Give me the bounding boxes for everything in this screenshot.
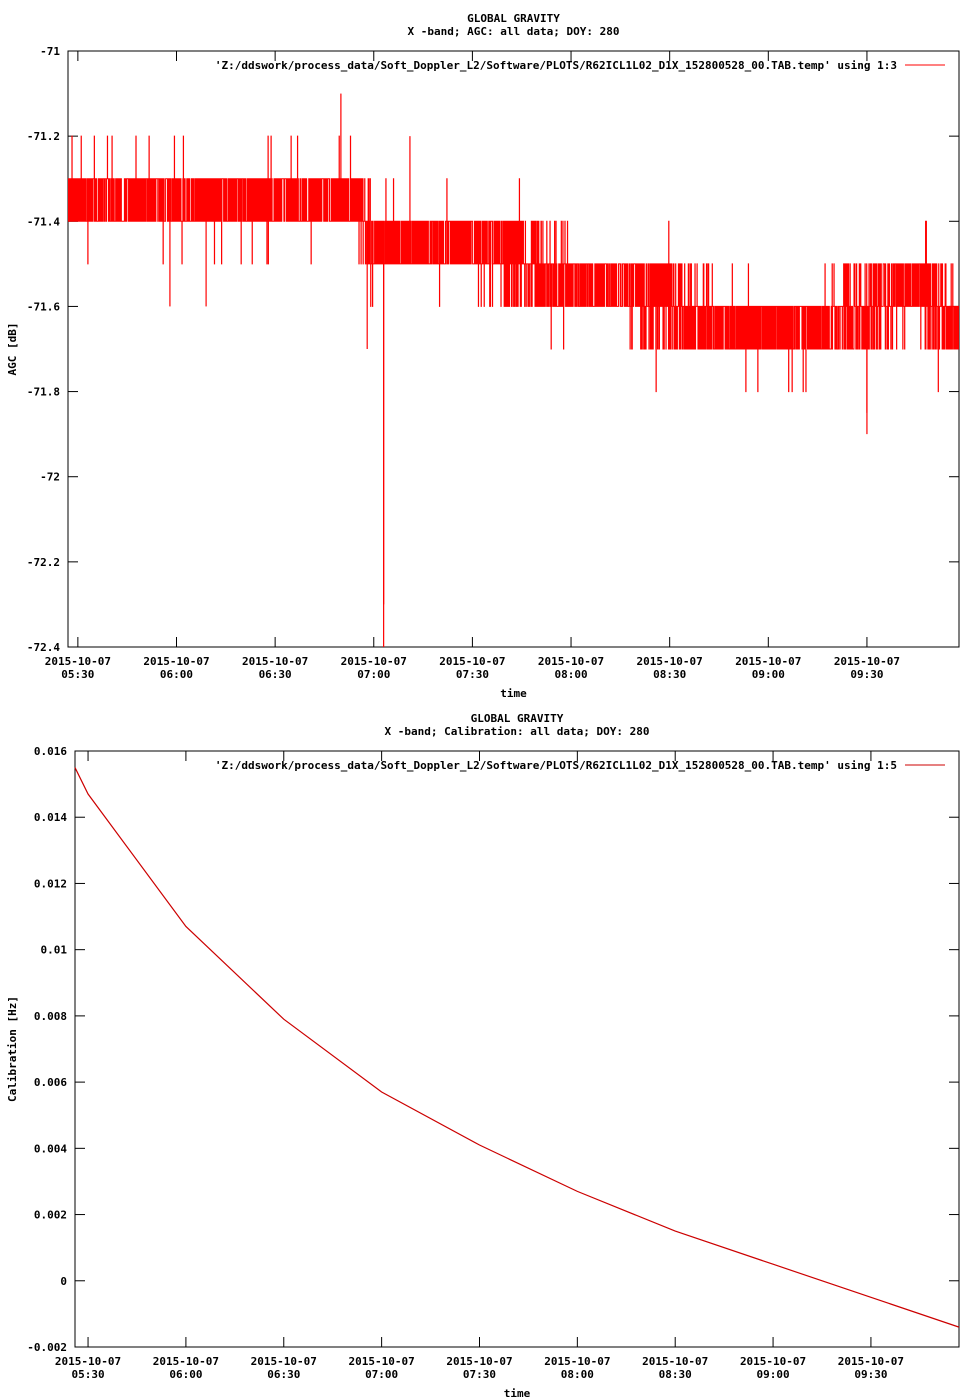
- x-tick-label-date: 2015-10-07: [439, 655, 505, 668]
- x-tick-label-time: 06:00: [169, 1368, 202, 1381]
- x-tick-label-date: 2015-10-07: [153, 1355, 219, 1368]
- y-tick-label: 0.008: [34, 1010, 67, 1023]
- plot-frame: [74, 750, 960, 1348]
- legend-label: 'Z:/ddswork/process_data/Soft_Doppler_L2…: [215, 59, 897, 72]
- x-tick-label-time: 09:30: [854, 1368, 887, 1381]
- x-tick-label-time: 08:00: [554, 668, 587, 681]
- y-tick-label: 0.012: [34, 877, 67, 890]
- y-tick-label: 0.004: [34, 1142, 67, 1155]
- x-tick-label-date: 2015-10-07: [251, 1355, 317, 1368]
- x-tick-label-time: 09:00: [752, 668, 785, 681]
- x-axis-label: time: [500, 687, 527, 700]
- x-tick-label-time: 06:00: [160, 668, 193, 681]
- y-tick-label: 0.014: [34, 811, 67, 824]
- y-axis-label: AGC [dB]: [6, 323, 19, 376]
- x-tick-label-time: 08:30: [659, 1368, 692, 1381]
- x-tick-label-date: 2015-10-07: [642, 1355, 708, 1368]
- x-tick-label-date: 2015-10-07: [834, 655, 900, 668]
- x-tick-label-time: 05:30: [71, 1368, 104, 1381]
- x-tick-label-date: 2015-10-07: [838, 1355, 904, 1368]
- x-tick-label-time: 06:30: [267, 1368, 300, 1381]
- x-tick-label-time: 08:30: [653, 668, 686, 681]
- x-tick-label-date: 2015-10-07: [45, 655, 111, 668]
- series-line: [74, 767, 960, 1328]
- x-tick-label-time: 07:30: [456, 668, 489, 681]
- x-tick-label-date: 2015-10-07: [637, 655, 703, 668]
- y-tick-label: -72.2: [27, 556, 60, 569]
- x-tick-label-date: 2015-10-07: [242, 655, 308, 668]
- y-tick-label: -72: [40, 471, 60, 484]
- y-tick-label: -71.8: [27, 386, 60, 399]
- x-tick-label-time: 06:30: [259, 668, 292, 681]
- x-tick-label-time: 08:00: [561, 1368, 594, 1381]
- x-tick-label-date: 2015-10-07: [446, 1355, 512, 1368]
- chart-subtitle: X -band; AGC: all data; DOY: 280: [408, 25, 620, 38]
- y-tick-label: 0: [60, 1275, 67, 1288]
- x-tick-label-time: 07:00: [365, 1368, 398, 1381]
- y-axis-label: Calibration [Hz]: [6, 996, 19, 1102]
- y-tick-label: -71.6: [27, 300, 60, 313]
- y-tick-label: 0.006: [34, 1076, 67, 1089]
- x-tick-label-time: 05:30: [61, 668, 94, 681]
- plot-frame: [67, 50, 960, 648]
- x-tick-label-date: 2015-10-07: [735, 655, 801, 668]
- x-tick-label-time: 07:00: [357, 668, 390, 681]
- x-tick-label-date: 2015-10-07: [544, 1355, 610, 1368]
- chart-subtitle: X -band; Calibration: all data; DOY: 280: [385, 725, 650, 738]
- chart-title: GLOBAL GRAVITY: [471, 712, 564, 725]
- x-tick-label-date: 2015-10-07: [740, 1355, 806, 1368]
- x-axis-label: time: [504, 1387, 531, 1400]
- y-tick-label: -72.4: [27, 641, 60, 654]
- y-tick-label: -71: [40, 45, 60, 58]
- x-tick-label-time: 09:00: [757, 1368, 790, 1381]
- x-tick-label-time: 07:30: [463, 1368, 496, 1381]
- y-tick-label: -71.2: [27, 130, 60, 143]
- x-tick-label-time: 09:30: [850, 668, 883, 681]
- series-line: [67, 135, 959, 393]
- x-tick-label-date: 2015-10-07: [341, 655, 407, 668]
- y-tick-label: 0.016: [34, 745, 67, 758]
- x-tick-label-date: 2015-10-07: [349, 1355, 415, 1368]
- x-tick-label-date: 2015-10-07: [538, 655, 604, 668]
- y-tick-label: -71.4: [27, 215, 60, 228]
- y-tick-label: 0.002: [34, 1209, 67, 1222]
- x-tick-label-date: 2015-10-07: [55, 1355, 121, 1368]
- chart-title: GLOBAL GRAVITY: [467, 12, 560, 25]
- x-tick-label-date: 2015-10-07: [143, 655, 209, 668]
- legend-label: 'Z:/ddswork/process_data/Soft_Doppler_L2…: [215, 759, 897, 772]
- y-tick-label: -0.002: [27, 1341, 67, 1354]
- y-tick-label: 0.01: [41, 944, 68, 957]
